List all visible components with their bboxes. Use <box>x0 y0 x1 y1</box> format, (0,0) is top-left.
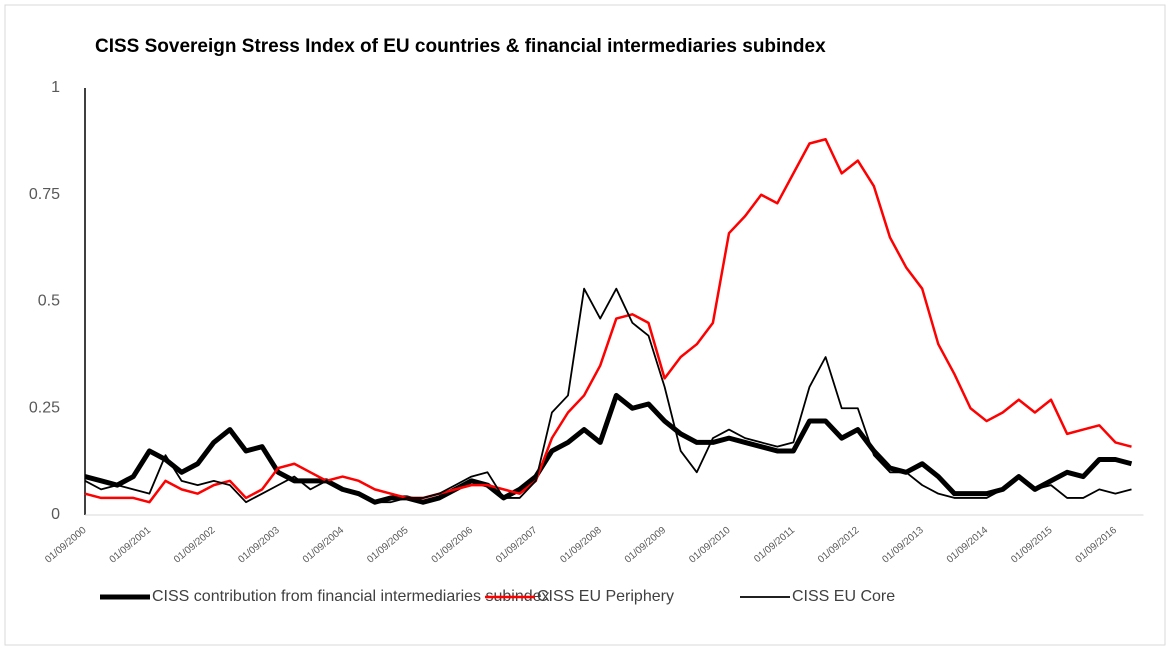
y-tick-label: 0.25 <box>29 399 60 416</box>
chart-frame <box>4 4 1166 646</box>
chart-title: CISS Sovereign Stress Index of EU countr… <box>95 36 826 57</box>
y-tick-label: 0 <box>51 506 60 523</box>
legend-label: CISS contribution from financial interme… <box>152 588 550 605</box>
line-series <box>84 287 1132 504</box>
y-tick-label: 0.75 <box>29 186 60 203</box>
legend-label: CISS EU Core <box>792 588 895 605</box>
line-series <box>84 392 1133 505</box>
y-tick-label: 1 <box>51 79 60 96</box>
y-tick-label: 0.5 <box>38 293 60 310</box>
line-series <box>84 137 1132 504</box>
legend-label: CISS EU Periphery <box>537 588 674 605</box>
